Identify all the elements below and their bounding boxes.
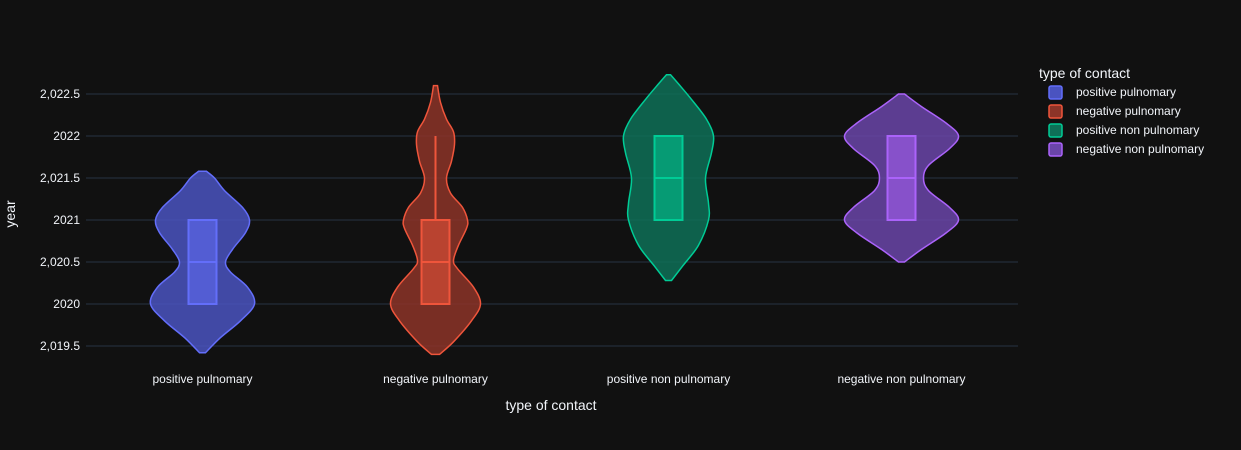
legend-swatch — [1048, 104, 1063, 119]
x-tick-label: positive pulnomary — [152, 372, 252, 386]
y-tick-labels: 2,019.5 2020 2,020.5 2021 2,021.5 2022 2,022.5 — [40, 87, 80, 353]
y-tick-label: 2,019.5 — [40, 339, 80, 353]
x-tick-labels: positive pulnomary negative pulnomary posi… — [152, 372, 965, 386]
x-tick-label: negative non pulnomary — [837, 372, 965, 386]
y-tick-label: 2,022.5 — [40, 87, 80, 101]
legend-label: negative non pulnomary — [1076, 142, 1204, 156]
violin-group — [389, 84, 482, 356]
violin-group — [622, 73, 715, 282]
legend-swatch — [1048, 123, 1063, 138]
legend-item: positive non pulnomary — [1048, 123, 1199, 138]
y-tick-label: 2020 — [53, 297, 80, 311]
legend-title: type of contact — [1039, 65, 1130, 81]
y-tick-label: 2022 — [53, 129, 80, 143]
x-axis-title: type of contact — [505, 397, 596, 413]
legend-item: positive pulnomary — [1048, 85, 1176, 100]
y-tick-label: 2,020.5 — [40, 255, 80, 269]
legend-item: negative non pulnomary — [1048, 142, 1204, 157]
x-tick-label: negative pulnomary — [383, 372, 488, 386]
violin-group — [843, 93, 960, 263]
legend-swatch — [1048, 142, 1063, 157]
y-tick-label: 2,021.5 — [40, 171, 80, 185]
legend-swatch — [1048, 85, 1063, 100]
x-tick-label: positive non pulnomary — [607, 372, 730, 386]
legend-item: negative pulnomary — [1048, 104, 1181, 119]
legend-label: positive non pulnomary — [1076, 123, 1199, 137]
legend-label: positive pulnomary — [1076, 85, 1176, 99]
legend: type of contact positive pulnomary negati… — [1039, 65, 1204, 157]
violins — [149, 73, 960, 356]
legend-label: negative pulnomary — [1076, 104, 1181, 118]
y-axis-title: year — [2, 200, 18, 228]
violin-group — [149, 170, 256, 354]
y-tick-label: 2021 — [53, 213, 80, 227]
